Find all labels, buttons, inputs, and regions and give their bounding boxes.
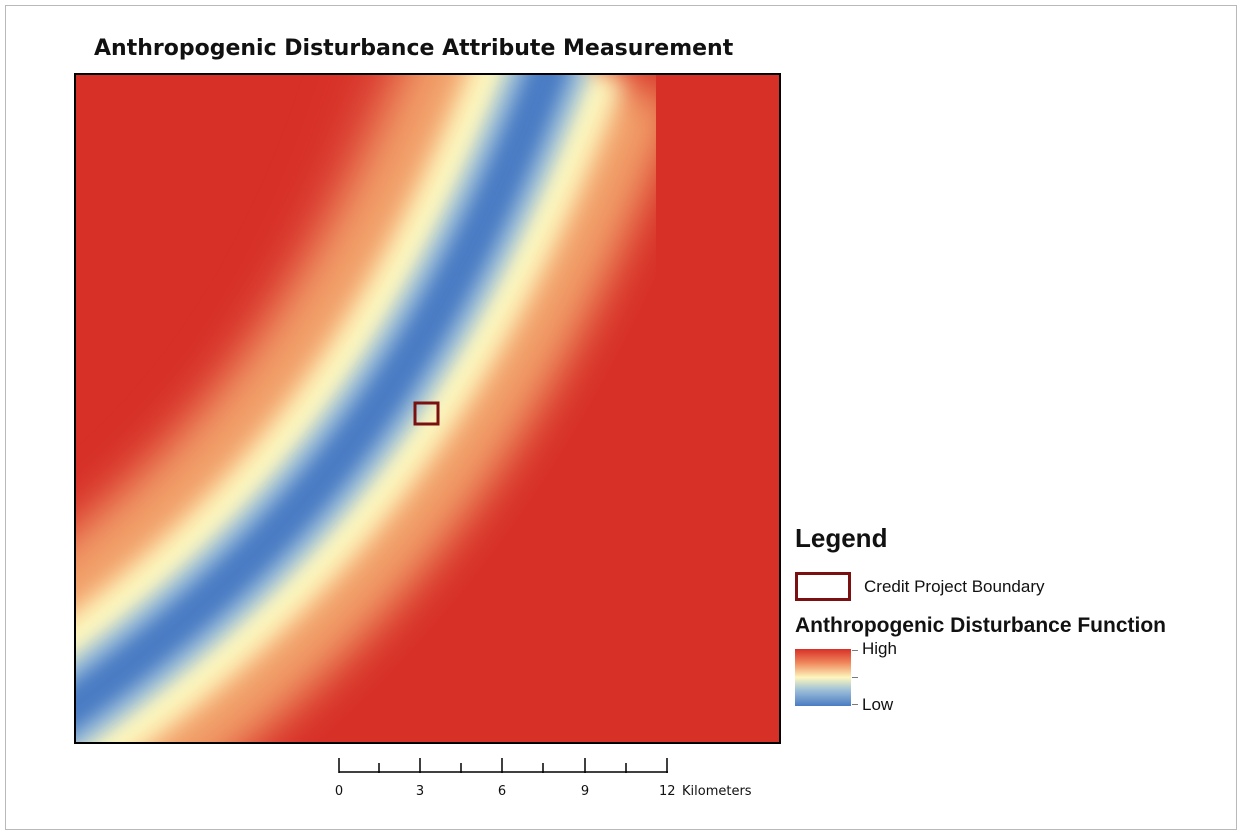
disturbance-raster [76,75,779,742]
function-legend-title: Anthropogenic Disturbance Function [795,614,1166,637]
map-title: Anthropogenic Disturbance Attribute Meas… [94,36,734,61]
credit-project-boundary [413,401,440,426]
legend-title: Legend [795,523,888,553]
map-data-frame [74,73,781,744]
scale-label-0: 0 [335,784,343,799]
scale-label-12: 12 [659,784,676,799]
ramp-tick-low [852,704,858,705]
ramp-low-label: Low [862,695,894,714]
scale-unit-label: Kilometers [682,784,752,799]
boundary-legend-label: Credit Project Boundary [864,577,1045,596]
boundary-legend-swatch [795,572,851,601]
ramp-high-label: High [862,639,897,658]
scale-bar: 0 3 6 9 12 Kilometers [335,758,752,799]
ramp-tick-mid [852,677,858,678]
ramp-tick-high [852,650,858,651]
scale-label-3: 3 [416,784,424,799]
color-ramp-swatch [795,649,851,706]
low-disturbance-corridor [76,75,569,732]
scale-label-9: 9 [581,784,589,799]
scale-label-6: 6 [498,784,506,799]
